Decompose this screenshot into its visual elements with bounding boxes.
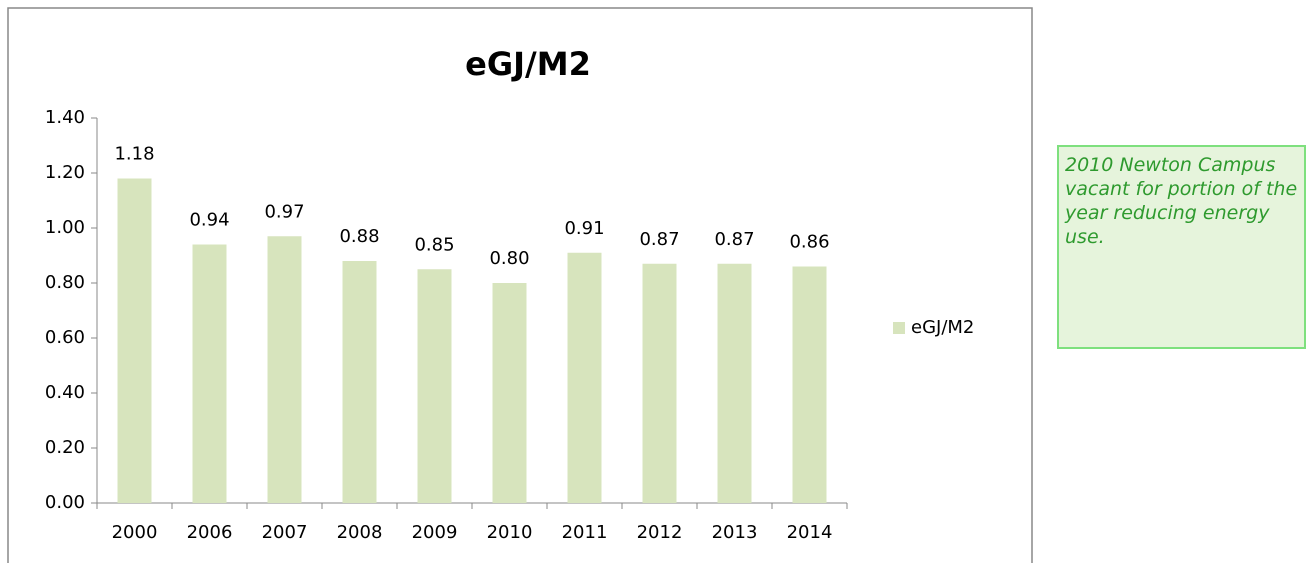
x-tick-label: 2006 — [187, 522, 233, 543]
x-tick-label: 2012 — [637, 522, 683, 543]
y-tick-label: 1.00 — [45, 217, 85, 238]
y-tick-label: 0.60 — [45, 327, 85, 348]
data-label: 0.80 — [489, 248, 529, 269]
x-tick-label: 2011 — [562, 522, 608, 543]
bar — [792, 266, 827, 503]
bar — [117, 178, 152, 503]
legend-label: eGJ/M2 — [911, 317, 974, 338]
annotation: 2010 Newton Campus vacant for portion of… — [1057, 145, 1306, 349]
y-tick-label: 1.40 — [45, 107, 85, 128]
data-label: 0.86 — [789, 232, 829, 253]
chart-title: eGJ/M2 — [465, 45, 591, 83]
x-tick-label: 2014 — [787, 522, 833, 543]
legend-swatch — [893, 322, 905, 334]
x-tick-label: 2008 — [337, 522, 383, 543]
data-label: 0.87 — [714, 229, 754, 250]
x-tick-label: 2010 — [487, 522, 533, 543]
x-tick-label: 2013 — [712, 522, 758, 543]
x-tick-label: 2009 — [412, 522, 458, 543]
y-tick-label: 0.20 — [45, 437, 85, 458]
y-tick-label: 0.40 — [45, 382, 85, 403]
y-tick-label: 0.00 — [45, 492, 85, 513]
data-label: 0.88 — [339, 226, 379, 247]
data-label: 0.91 — [564, 218, 604, 239]
bar — [492, 283, 527, 503]
data-label: 1.18 — [114, 144, 154, 165]
x-tick-label: 2000 — [112, 522, 158, 543]
data-label: 0.97 — [264, 201, 304, 222]
data-label: 0.94 — [189, 210, 229, 231]
bar — [342, 261, 377, 503]
data-label: 0.85 — [414, 234, 454, 255]
bar — [267, 236, 302, 503]
bar — [417, 269, 452, 503]
bar — [567, 252, 602, 503]
y-tick-label: 1.20 — [45, 162, 85, 183]
y-tick-label: 0.80 — [45, 272, 85, 293]
chart-border — [7, 7, 1033, 563]
x-tick-label: 2007 — [262, 522, 308, 543]
bar — [192, 244, 227, 503]
bar — [642, 263, 677, 503]
data-label: 0.87 — [639, 229, 679, 250]
bar — [717, 263, 752, 503]
